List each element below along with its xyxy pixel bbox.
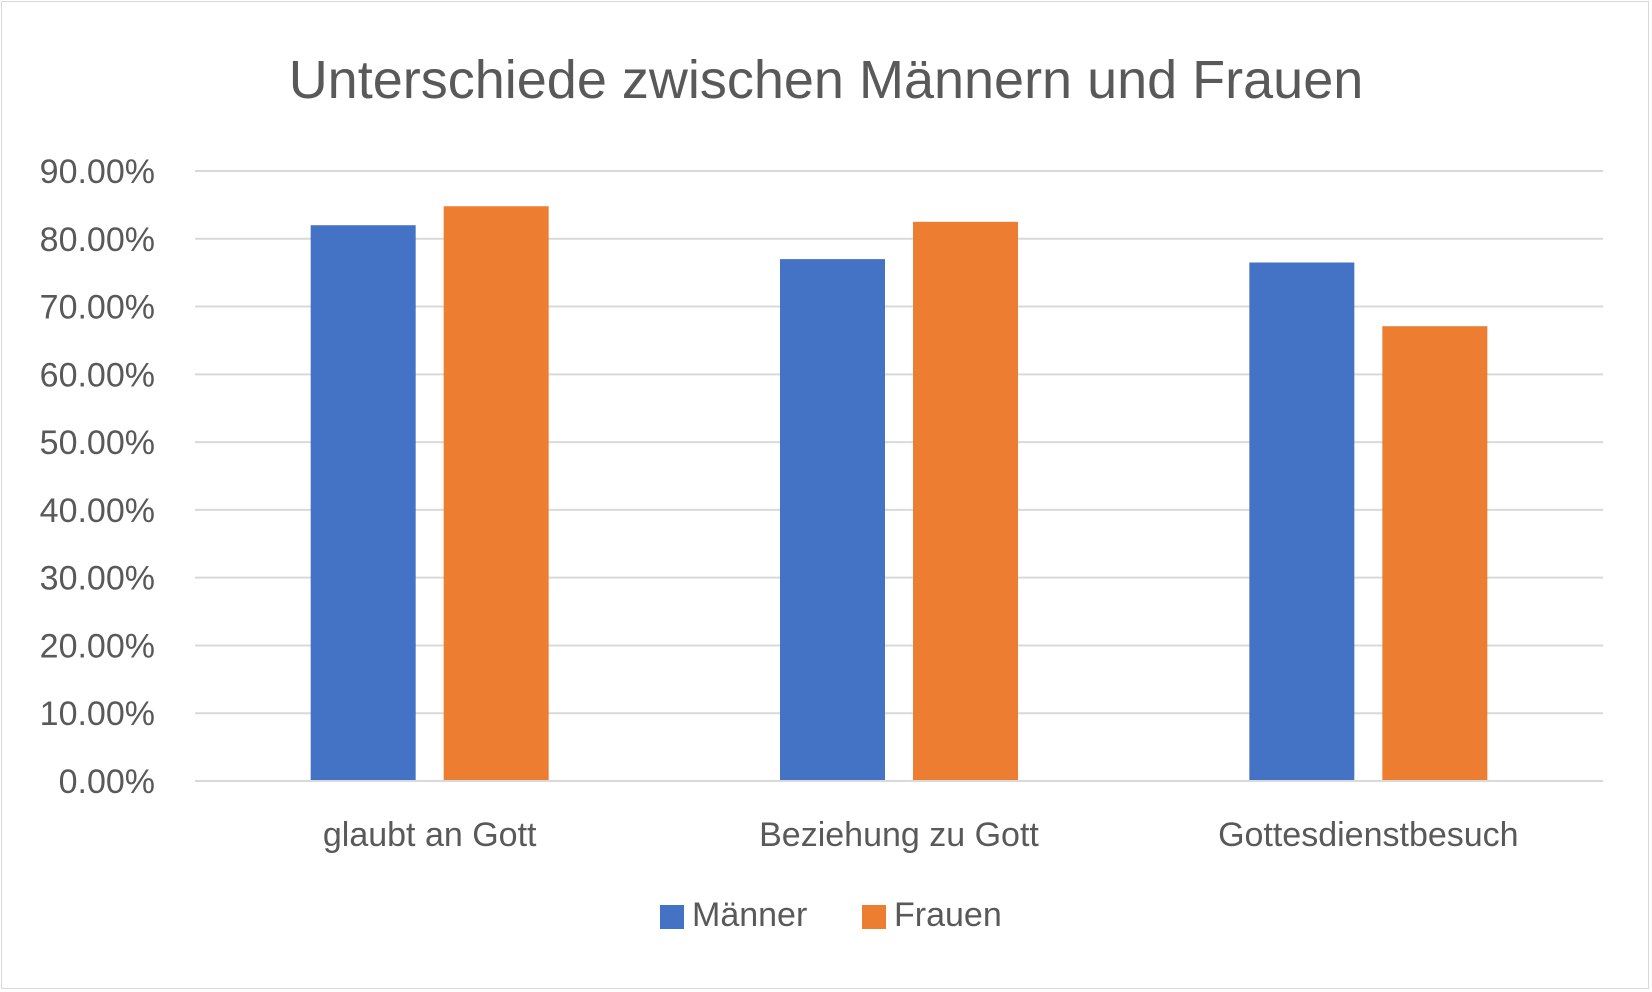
bar-maenner [780, 259, 885, 782]
legend-swatch [862, 905, 886, 929]
chart-title: Unterschiede zwischen Männern und Frauen [289, 50, 1364, 110]
bar-maenner [310, 225, 416, 781]
bar-frauen [913, 221, 1018, 782]
y-axis-tick-labels: 0.00% 10.00% 20.00% 30.00% 40.00% 50.00% 60.00… [40, 153, 155, 801]
legend-swatch [660, 905, 684, 929]
gridlines [195, 170, 1603, 715]
y-tick-label: 20.00% [40, 627, 155, 665]
y-tick-label: 30.00% [40, 560, 155, 598]
legend-item: Männer [660, 896, 807, 934]
y-tick-label: 10.00% [40, 695, 155, 733]
bars [310, 206, 1488, 782]
y-tick-label: 90.00% [40, 153, 155, 191]
legend-label: Männer [692, 896, 807, 934]
y-tick-label: 40.00% [40, 492, 155, 530]
x-category-label: Beziehung zu Gott [759, 816, 1039, 854]
x-category-label: glaubt an Gott [323, 816, 537, 854]
legend-label: Frauen [894, 896, 1002, 934]
x-axis-category-labels: glaubt an Gott Beziehung zu Gott Gottesdie… [323, 816, 1519, 854]
legend-item: Frauen [862, 896, 1002, 934]
bar-frauen [1382, 326, 1488, 781]
bar-frauen [443, 206, 549, 781]
y-tick-label: 50.00% [40, 424, 155, 462]
y-tick-label: 70.00% [40, 289, 155, 327]
legend: Männer Frauen [660, 896, 1002, 934]
y-tick-label: 60.00% [40, 356, 155, 394]
bar-maenner [1249, 262, 1355, 781]
x-category-label: Gottesdienstbesuch [1218, 816, 1519, 854]
y-tick-label: 80.00% [40, 221, 155, 259]
y-tick-label: 0.00% [59, 763, 155, 801]
